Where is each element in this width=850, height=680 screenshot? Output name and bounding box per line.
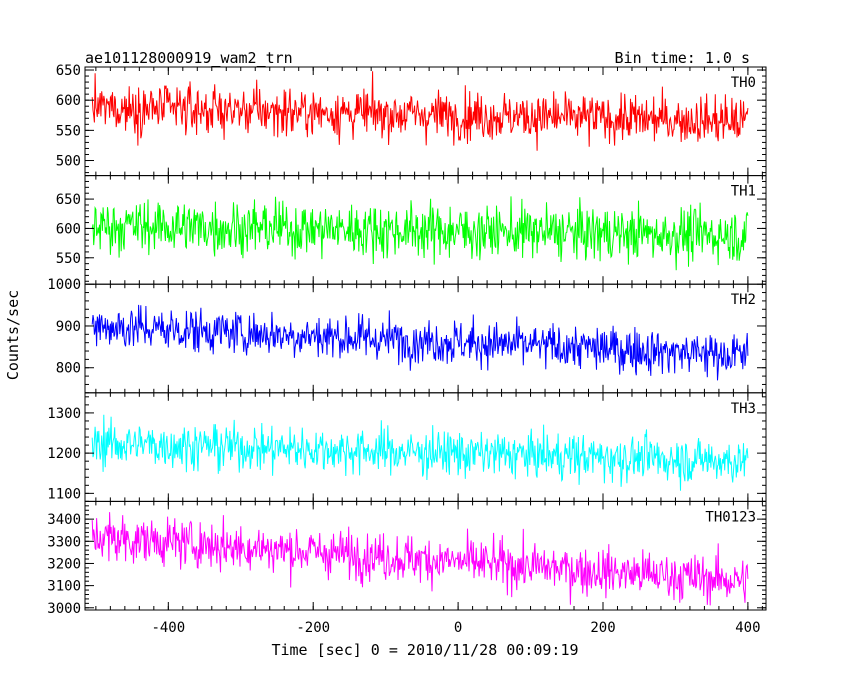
y-tick-label: 3100	[47, 579, 81, 595]
series-label-th0123: TH0123	[705, 509, 756, 525]
y-tick-label: 900	[56, 319, 81, 335]
panel-frame	[84, 500, 767, 611]
y-tick-label: 600	[56, 93, 81, 109]
series-line-th1	[91, 196, 749, 271]
chart-title-left: ae101128000919_wam2_trn	[85, 49, 293, 67]
x-tick-label: -400	[151, 620, 185, 636]
series-line-th2	[91, 304, 749, 381]
y-tick-label: 800	[56, 361, 81, 377]
series-label-th3: TH3	[731, 401, 756, 417]
panel-th0: 500 550 600 650 TH0	[56, 63, 767, 177]
x-tick-label: 200	[590, 620, 615, 636]
panel-th2: 800 900 1000 TH2	[47, 277, 767, 394]
y-tick-label: 1000	[47, 277, 81, 293]
y-tick-label: 600	[56, 221, 81, 237]
y-tick-label: 3400	[47, 512, 81, 528]
panel-th0123: 3000 3100 3200 3300 3400 TH0123	[47, 500, 767, 617]
y-tick-label: 3200	[47, 556, 81, 572]
series-line-th3	[91, 414, 749, 491]
x-tick-label: -200	[296, 620, 330, 636]
series-label-th2: TH2	[731, 292, 756, 308]
y-tick-label: 550	[56, 251, 81, 267]
y-tick-label: 500	[56, 154, 81, 170]
x-axis: -400 -200 0 200 400	[151, 620, 760, 636]
series-line-th0123	[91, 512, 749, 606]
series-label-th1: TH1	[731, 184, 756, 200]
y-tick-label: 1300	[47, 406, 81, 422]
y-axis-label: Counts/sec	[4, 290, 22, 380]
series-label-th0: TH0	[731, 75, 756, 91]
x-axis-label: Time [sec] 0 = 2010/11/28 00:09:19	[271, 641, 578, 659]
y-tick-label: 1200	[47, 446, 81, 462]
series-line-th0	[91, 71, 749, 151]
y-tick-label: 550	[56, 123, 81, 139]
y-tick-label: 650	[56, 192, 81, 208]
chart-title-right: Bin time: 1.0 s	[615, 49, 750, 67]
y-tick-label: 3300	[47, 534, 81, 550]
y-tick-label: 650	[56, 63, 81, 79]
x-tick-label: 400	[735, 620, 760, 636]
y-tick-label: 3000	[47, 601, 81, 617]
y-tick-label: 1100	[47, 486, 81, 502]
panels-group: 500 550 600 650 TH0 550 600 650 TH1 800 900 1000 TH2…	[47, 63, 767, 617]
panel-th1: 550 600 650 TH1	[56, 175, 767, 285]
x-tick-label: 0	[454, 620, 462, 636]
panel-th3: 1100 1200 1300 TH3	[47, 392, 767, 502]
